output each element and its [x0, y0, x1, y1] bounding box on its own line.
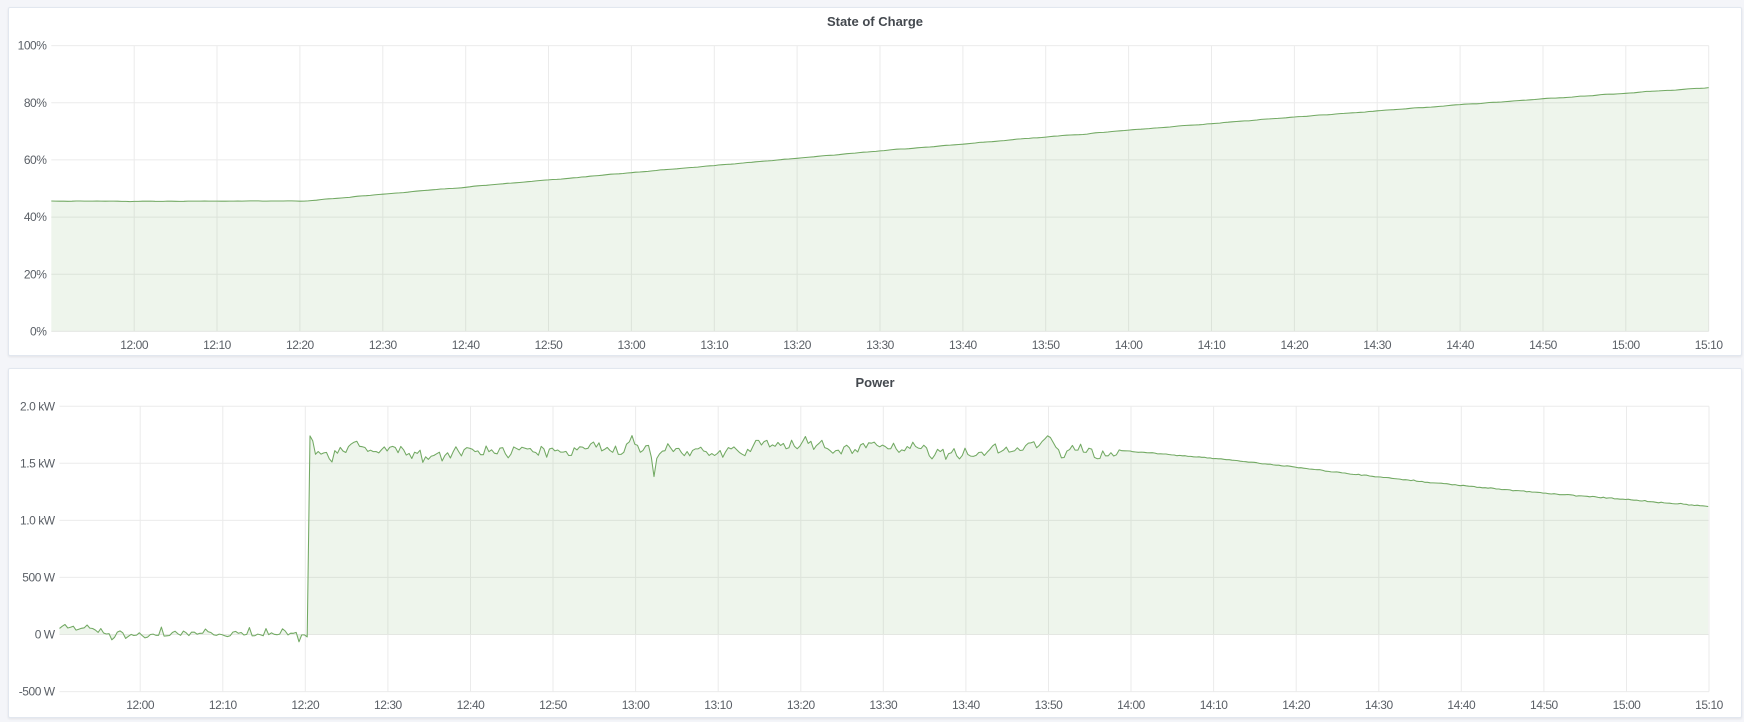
svg-text:15:00: 15:00 [1612, 338, 1641, 352]
svg-text:13:00: 13:00 [622, 698, 651, 712]
svg-text:13:10: 13:10 [704, 698, 733, 712]
svg-text:14:10: 14:10 [1198, 338, 1227, 352]
svg-text:20%: 20% [24, 267, 47, 281]
svg-text:14:00: 14:00 [1117, 698, 1146, 712]
svg-text:14:40: 14:40 [1447, 698, 1476, 712]
svg-text:14:10: 14:10 [1200, 698, 1229, 712]
svg-text:60%: 60% [24, 153, 47, 167]
svg-text:12:10: 12:10 [209, 698, 238, 712]
svg-text:13:20: 13:20 [787, 698, 816, 712]
svg-text:12:00: 12:00 [120, 338, 149, 352]
svg-text:14:00: 14:00 [1115, 338, 1144, 352]
svg-text:14:50: 14:50 [1529, 338, 1558, 352]
svg-text:12:20: 12:20 [286, 338, 315, 352]
svg-text:-500 W: -500 W [19, 685, 56, 699]
svg-text:12:50: 12:50 [535, 338, 564, 352]
svg-text:12:50: 12:50 [539, 698, 568, 712]
svg-text:13:00: 13:00 [618, 338, 647, 352]
svg-text:14:30: 14:30 [1365, 698, 1394, 712]
svg-text:13:40: 13:40 [952, 698, 981, 712]
svg-text:12:40: 12:40 [452, 338, 481, 352]
svg-text:13:30: 13:30 [866, 338, 895, 352]
svg-text:14:30: 14:30 [1363, 338, 1392, 352]
svg-text:12:10: 12:10 [203, 338, 232, 352]
svg-text:15:10: 15:10 [1695, 698, 1724, 712]
svg-text:500 W: 500 W [22, 571, 56, 585]
svg-text:0 W: 0 W [35, 628, 56, 642]
svg-text:13:50: 13:50 [1032, 338, 1061, 352]
svg-text:12:00: 12:00 [126, 698, 155, 712]
svg-text:13:30: 13:30 [869, 698, 898, 712]
svg-text:12:30: 12:30 [374, 698, 403, 712]
svg-text:13:40: 13:40 [949, 338, 978, 352]
svg-text:15:10: 15:10 [1695, 338, 1724, 352]
svg-text:1.0 kW: 1.0 kW [20, 514, 56, 528]
svg-text:15:00: 15:00 [1613, 698, 1642, 712]
svg-text:13:50: 13:50 [1035, 698, 1064, 712]
svg-text:13:20: 13:20 [783, 338, 812, 352]
svg-text:12:20: 12:20 [291, 698, 320, 712]
svg-text:1.5 kW: 1.5 kW [20, 456, 56, 470]
svg-text:12:30: 12:30 [369, 338, 398, 352]
svg-text:14:20: 14:20 [1282, 698, 1311, 712]
svg-text:14:50: 14:50 [1530, 698, 1559, 712]
svg-text:100%: 100% [18, 39, 48, 53]
svg-text:14:40: 14:40 [1446, 338, 1475, 352]
svg-text:2.0 kW: 2.0 kW [20, 399, 56, 413]
svg-text:12:40: 12:40 [457, 698, 486, 712]
svg-text:13:10: 13:10 [700, 338, 729, 352]
svg-text:40%: 40% [24, 210, 47, 224]
svg-text:14:20: 14:20 [1281, 338, 1310, 352]
svg-text:0%: 0% [30, 325, 47, 339]
svg-text:80%: 80% [24, 96, 47, 110]
